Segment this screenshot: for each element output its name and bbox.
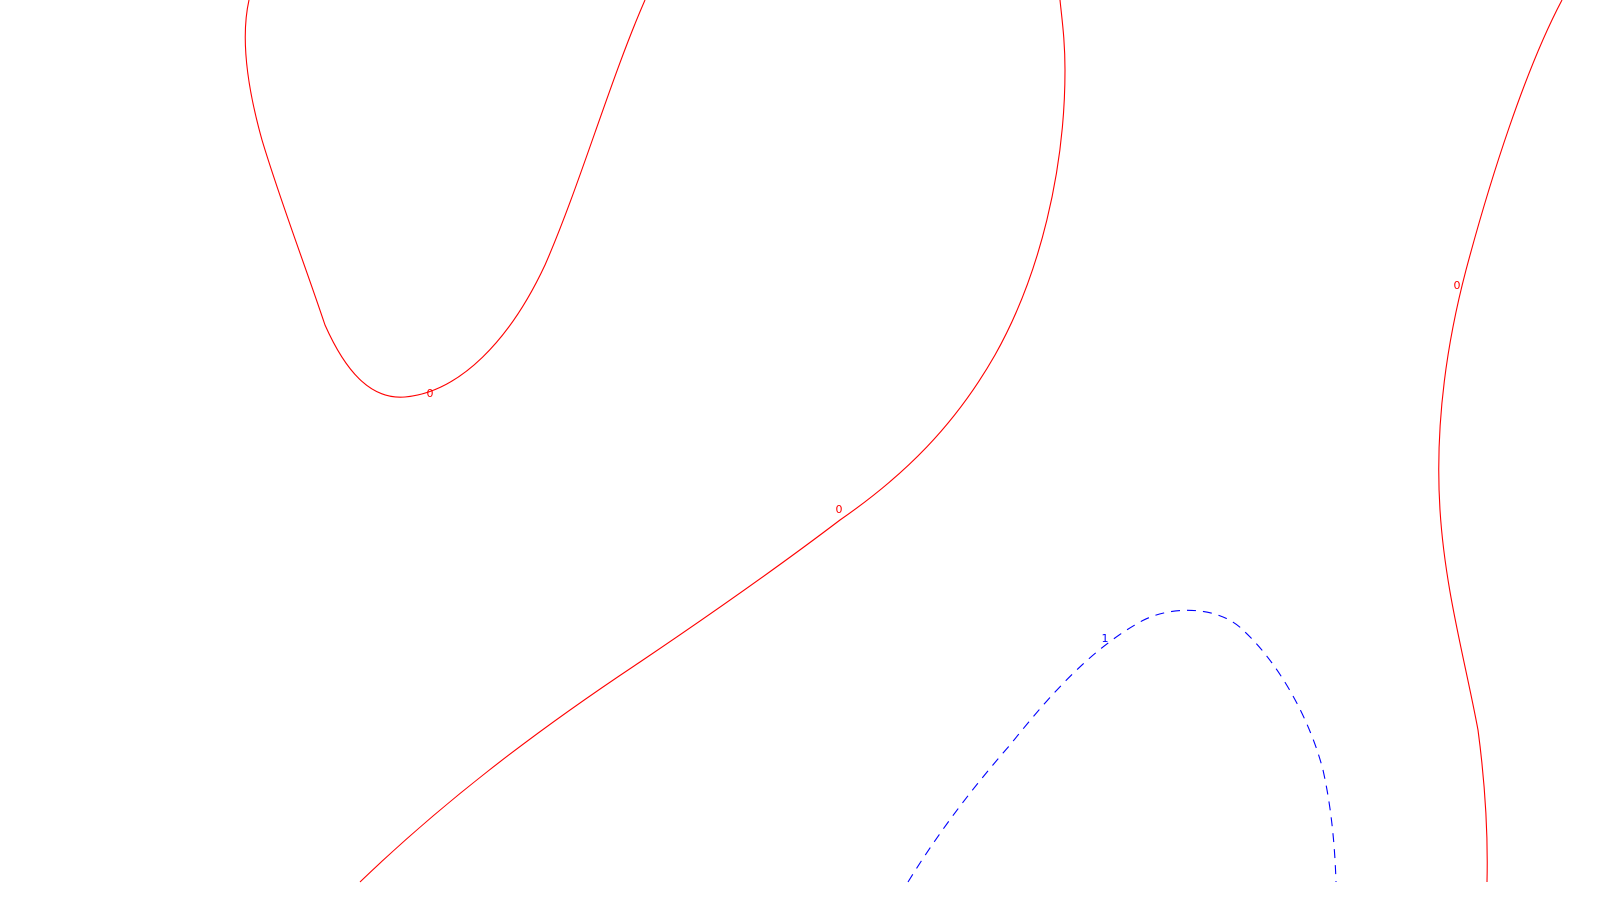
contour-line-0-center (359, 0, 1066, 883)
contour-label: 1 (1102, 632, 1109, 645)
contour-line-0-right (1438, 0, 1563, 883)
contour-label: 0 (836, 503, 843, 516)
contour-label: 0 (1454, 279, 1461, 292)
contour-label: 0 (427, 387, 434, 400)
contour-line-0-upper-left (244, 0, 646, 398)
contour-line-1-lower-right (907, 609, 1337, 883)
